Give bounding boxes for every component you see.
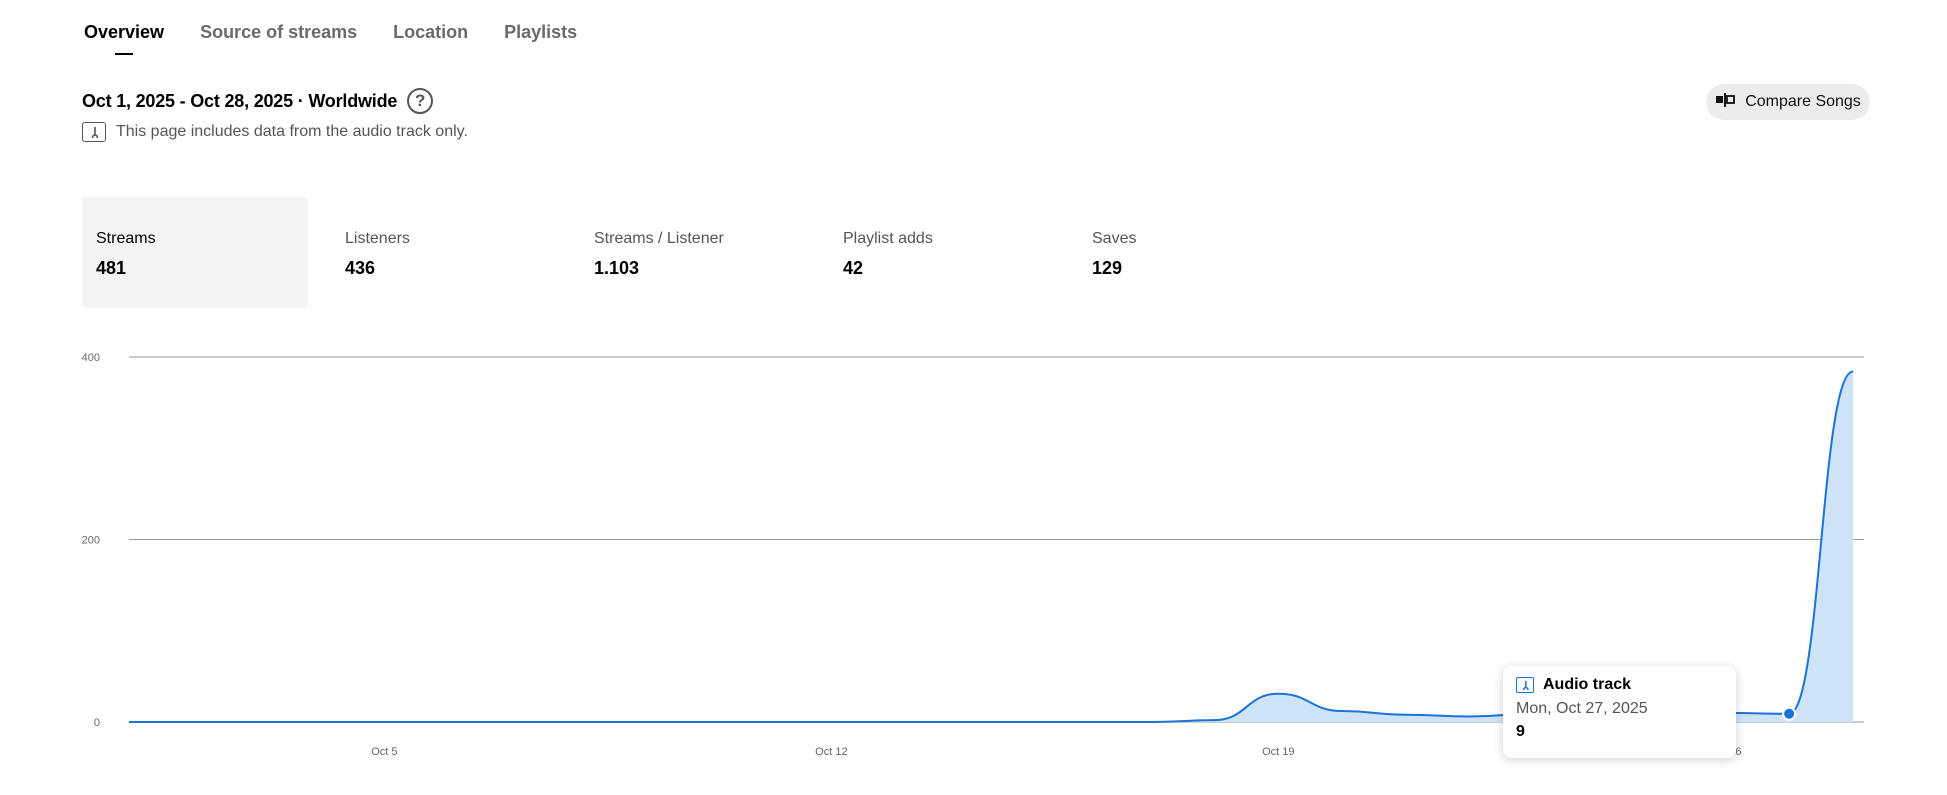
tab-source-of-streams[interactable]: Source of streams xyxy=(200,22,358,42)
audio-note-text: This page includes data from the audio t… xyxy=(116,123,468,140)
tab-location[interactable]: Location xyxy=(393,22,469,42)
x-tick-label: Oct 12 xyxy=(815,746,847,758)
question-circle-icon[interactable]: ? xyxy=(407,88,434,114)
metric-label: Streams xyxy=(96,230,156,247)
date-range-title: Oct 1, 2025 - Oct 28, 2025 · Worldwide xyxy=(82,90,398,111)
y-tick-label: 400 xyxy=(82,352,100,364)
tab-bar: Overview Source of streams Location Play… xyxy=(84,22,577,55)
tooltip-header: Audio track xyxy=(1516,676,1723,694)
date-range-header: Oct 1, 2025 - Oct 28, 2025 · Worldwide ? xyxy=(82,88,434,114)
metric-playlist-adds[interactable]: Playlist adds 42 xyxy=(829,197,1078,308)
tab-overview[interactable]: Overview xyxy=(84,22,164,55)
tab-playlists[interactable]: Playlists xyxy=(504,22,578,42)
y-tick-label: 200 xyxy=(82,535,100,547)
metric-listeners[interactable]: Listeners 436 xyxy=(331,197,580,308)
y-axis-ticks: 400 200 0 xyxy=(82,352,100,729)
metric-saves[interactable]: Saves 129 xyxy=(1078,197,1327,308)
x-tick-label: Oct 19 xyxy=(1262,746,1294,758)
metric-label: Playlist adds xyxy=(843,230,933,247)
hovered-data-point[interactable] xyxy=(1782,706,1797,721)
metric-label: Listeners xyxy=(345,230,410,247)
metric-streams[interactable]: Streams 481 xyxy=(82,197,308,308)
metric-value: 1.103 xyxy=(594,258,640,278)
metric-cards: Streams 481 Listeners 436 Streams / List… xyxy=(82,197,1327,308)
metric-value: 129 xyxy=(1092,258,1123,278)
compare-icon xyxy=(1715,92,1736,113)
metric-label: Streams / Listener xyxy=(594,230,724,247)
audio-note: This page includes data from the audio t… xyxy=(82,122,468,142)
x-tick-label: Oct 5 xyxy=(371,746,397,758)
tooltip-value: 9 xyxy=(1516,723,1525,740)
metric-streams-per-listener[interactable]: Streams / Listener 1.103 xyxy=(580,197,829,308)
audio-track-icon xyxy=(1516,677,1534,693)
compare-songs-label: Compare Songs xyxy=(1745,93,1861,110)
tooltip-title: Audio track xyxy=(1543,676,1632,693)
metric-label: Saves xyxy=(1092,230,1137,247)
data-points xyxy=(1782,706,1797,721)
chart-tooltip: Audio track Mon, Oct 27, 2025 9 xyxy=(1503,666,1736,758)
metric-value: 481 xyxy=(96,258,127,278)
compare-songs-button[interactable]: Compare Songs xyxy=(1706,84,1870,120)
metric-value: 436 xyxy=(345,258,376,278)
audio-track-icon xyxy=(82,122,106,142)
tooltip-date: Mon, Oct 27, 2025 xyxy=(1516,700,1648,717)
y-tick-label: 0 xyxy=(94,717,100,729)
metric-value: 42 xyxy=(843,258,864,278)
